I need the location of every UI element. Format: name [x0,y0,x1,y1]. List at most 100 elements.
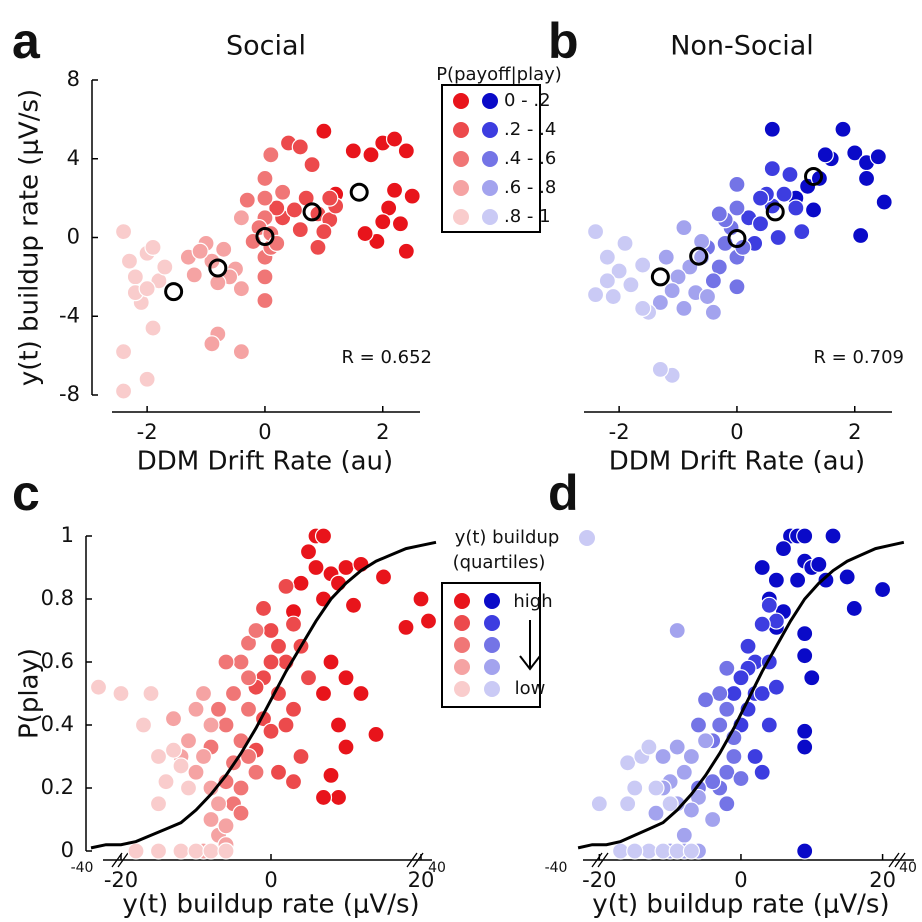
data-point [292,574,310,592]
data-point [753,684,771,703]
data-point [269,763,288,781]
axis-break [117,852,129,868]
data-point [718,700,736,718]
data-point [857,169,876,188]
data-point [816,146,834,164]
legend-swatch [482,180,498,196]
data-point [704,810,722,829]
panel-label: d [548,465,579,521]
panel-label: c [12,465,40,521]
data-point [247,621,265,640]
data-point [239,669,258,687]
data-point [760,596,778,614]
data-point [732,769,750,788]
legend-swatch [454,615,470,631]
legend-swatch [454,659,470,675]
legend-swatch [484,659,500,675]
data-point [634,256,652,274]
data-point [269,637,288,655]
data-point [767,571,785,589]
legend-title: P(payoff|play) [436,64,562,85]
data-point [718,763,736,781]
data-point [112,684,130,703]
data-point [239,700,258,718]
data-point [397,142,415,160]
data-point [647,779,665,797]
data-point [657,248,675,266]
data-point [619,754,637,772]
data-point [698,287,717,306]
x-tick-label: 0 [730,420,743,444]
data-point [663,282,681,300]
data-point [337,558,355,577]
data-point [203,335,221,353]
data-point [314,527,333,545]
legend-swatch [484,681,500,697]
data-point [739,637,757,655]
data-point [239,634,258,652]
data-point [774,539,793,558]
data-point [144,319,162,337]
data-point [796,625,814,643]
x-tick-label: -20 [582,868,616,892]
data-point [781,165,799,184]
legend-swatch [484,637,500,653]
data-point [725,747,743,766]
data-point [760,716,778,734]
x-axis-label: y(t) buildup rate (μV/s) [592,890,889,920]
data-point [285,201,303,219]
data-point [277,716,295,734]
data-point [262,621,280,640]
y-tick-label: 1 [61,523,74,547]
data-point [710,205,728,223]
bin-mean [208,258,228,278]
data-point [303,156,321,174]
data-point [217,842,235,860]
data-point [718,659,736,677]
data-point [277,577,295,596]
data-point [114,343,133,361]
data-point [397,618,415,636]
data-point [391,215,410,233]
panel-title: Non-Social [670,31,814,62]
data-point [763,120,781,138]
data-point [810,555,828,573]
data-point [586,285,605,304]
data-point [711,684,729,703]
legend-label: .6 - .8 [504,177,556,198]
data-point [356,224,374,243]
data-point [704,303,722,321]
fit-curve [90,540,437,850]
y-tick-label: 0.2 [41,775,74,799]
data-point [217,817,235,835]
annotation: R = 0.709 [813,347,904,368]
data-point [728,278,746,296]
data-point [873,580,892,599]
data-point [256,169,274,188]
data-point [732,669,750,687]
data-point [696,691,715,709]
data-point [751,215,770,233]
bin-mean [255,227,275,247]
data-point [291,138,309,156]
x-tick-label: 0 [258,420,271,444]
legend-label: .2 - .4 [504,119,556,140]
legend-label: 0 - .2 [504,90,551,111]
data-point [704,272,722,290]
data-point [751,189,770,207]
data-point [838,568,856,586]
data-point [315,122,333,140]
data-point [397,242,415,260]
data-point [586,222,605,241]
data-point [262,722,280,740]
data-point [403,187,421,205]
data-point [763,159,781,178]
data-point [138,280,156,298]
data-point [268,199,286,217]
data-point [262,146,280,164]
data-point [89,678,108,696]
data-point [619,795,637,813]
data-point [834,120,852,138]
panel-label: a [12,13,41,69]
x-tick-label: 20 [408,868,435,892]
